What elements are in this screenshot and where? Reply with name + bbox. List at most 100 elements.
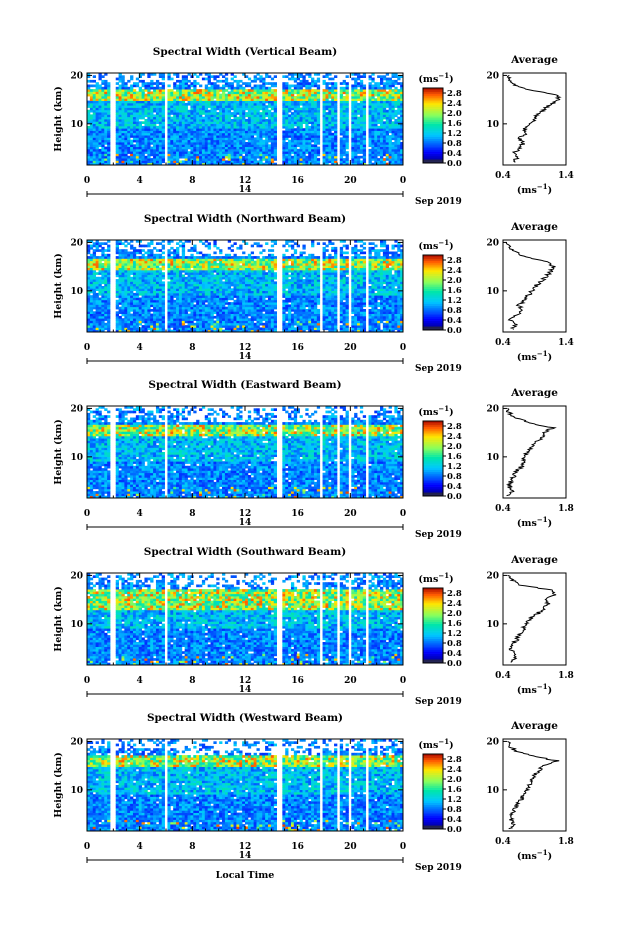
heatmap-cell	[290, 155, 295, 159]
heatmap-cell	[267, 320, 272, 324]
heatmap-cell	[135, 109, 140, 113]
heatmap-cell	[173, 125, 177, 129]
heatmap-cell	[285, 112, 289, 115]
heatmap-cell	[121, 84, 125, 88]
heatmap-cell	[290, 135, 295, 138]
heatmap-cell	[302, 75, 306, 78]
heatmap-cell	[213, 144, 217, 147]
heatmap-cell	[385, 322, 390, 326]
heatmap-cell	[138, 125, 142, 129]
heatmap-cell	[141, 306, 145, 310]
heatmap-cell	[311, 151, 315, 154]
heatmap-cell	[273, 89, 277, 92]
heatmap-cell	[342, 304, 346, 308]
heatmap-cell	[368, 135, 372, 138]
heatmap-cell	[190, 121, 194, 124]
heatmap-cell	[391, 151, 395, 154]
heatmap-cell	[293, 109, 298, 113]
heatmap-cell	[359, 162, 364, 166]
heatmap-cell	[328, 148, 332, 152]
heatmap-cell	[173, 96, 177, 99]
heatmap-cell	[293, 123, 298, 127]
heatmap-cell	[374, 116, 378, 120]
heatmap-cell	[187, 102, 191, 106]
heatmap-cell	[256, 160, 260, 164]
heatmap-cell	[92, 132, 97, 136]
heatmap-cell	[176, 151, 180, 154]
heatmap-cell	[124, 311, 128, 314]
heatmap-cell	[127, 151, 131, 154]
colorbar-tick-label: 0.8	[447, 139, 462, 149]
heatmap-cell	[328, 322, 332, 326]
heatmap-cell	[107, 148, 111, 152]
heatmap-cell	[394, 123, 398, 127]
heatmap-cell	[196, 119, 200, 122]
heatmap-cell	[377, 105, 381, 108]
heatmap-cell	[104, 79, 108, 83]
heatmap-cell	[150, 119, 154, 122]
heatmap-cell	[207, 158, 211, 161]
colorbar-unit-exponent: −1	[438, 71, 449, 80]
heatmap-cell	[334, 313, 338, 317]
heatmap-cell	[95, 96, 99, 99]
heatmap-cell	[118, 146, 122, 150]
heatmap-cell	[362, 158, 367, 161]
heatmap-cell	[354, 107, 358, 111]
heatmap-cell	[285, 160, 289, 164]
heatmap-cell	[382, 91, 387, 95]
heatmap-cell	[173, 121, 177, 124]
heatmap-cell	[267, 125, 272, 129]
heatmap-cell	[362, 130, 367, 134]
heatmap-cell	[331, 309, 335, 312]
heatmap-cell	[351, 130, 355, 134]
heatmap-cell	[216, 139, 220, 143]
heatmap-cell	[285, 84, 289, 88]
heatmap-cell	[267, 86, 272, 90]
heatmap-cell	[328, 128, 332, 131]
heatmap-cell	[176, 132, 180, 136]
heatmap-cell	[371, 77, 375, 81]
heatmap-cell	[181, 114, 186, 118]
heatmap-cell	[187, 327, 191, 331]
heatmap-cell	[239, 107, 243, 111]
heatmap-cell	[351, 132, 355, 136]
heatmap-cell	[170, 318, 174, 321]
heatmap-cell	[259, 119, 263, 122]
heatmap-cell	[230, 91, 234, 95]
heatmap-cell	[196, 93, 200, 97]
colorbar-tick-label: 1.2	[447, 129, 462, 139]
heatmap-cell	[118, 327, 122, 331]
heatmap-cell	[184, 137, 188, 141]
heatmap-cell	[265, 135, 269, 138]
heatmap-cell	[115, 114, 119, 118]
heatmap-cell	[308, 91, 312, 95]
heatmap-cell	[242, 102, 246, 106]
heatmap-cell	[382, 93, 387, 97]
heatmap-cell	[107, 109, 111, 113]
heatmap-cell	[216, 146, 220, 150]
heatmap-cell	[92, 96, 97, 99]
heatmap-cell	[184, 304, 188, 308]
heatmap-cell	[190, 153, 194, 157]
heatmap-cell	[199, 306, 203, 310]
heatmap-cell	[89, 306, 94, 310]
heatmap-cell	[224, 102, 229, 106]
heatmap-cell	[250, 116, 255, 120]
heatmap-cell	[135, 137, 140, 141]
heatmap-cell	[282, 102, 286, 106]
heatmap-cell	[354, 109, 358, 113]
heatmap-cell	[334, 82, 338, 85]
heatmap-cell	[342, 148, 346, 152]
heatmap-cell	[150, 148, 154, 152]
heatmap-cell	[184, 320, 188, 324]
heatmap-cell	[161, 132, 165, 136]
heatmap-cell	[322, 96, 326, 99]
heatmap-cell	[270, 114, 275, 118]
heatmap-cell	[124, 144, 128, 147]
heatmap-cell	[118, 98, 122, 101]
heatmap-cell	[313, 105, 318, 108]
heatmap-cell	[167, 137, 171, 141]
heatmap-cell	[216, 125, 220, 129]
heatmap-cell	[316, 96, 321, 99]
heatmap-cell	[377, 144, 381, 147]
